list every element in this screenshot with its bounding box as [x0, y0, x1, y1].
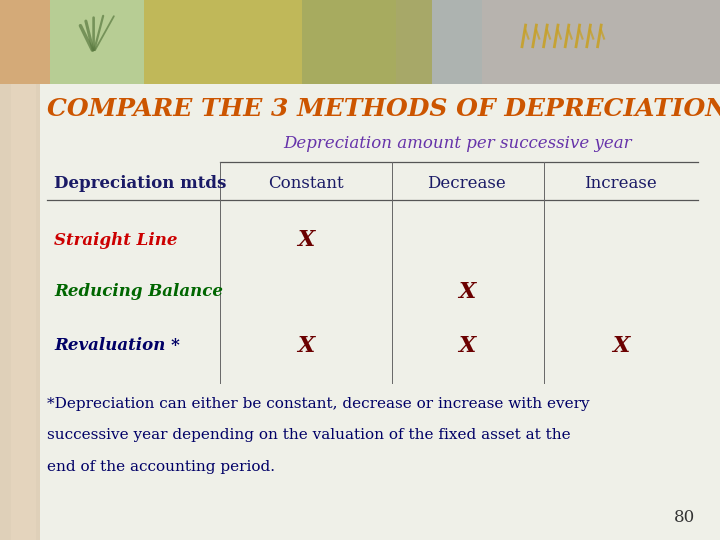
Text: Revaluation *: Revaluation *: [54, 337, 180, 354]
Text: 80: 80: [673, 510, 695, 526]
Bar: [432, 0, 720, 84]
Text: X: X: [612, 335, 629, 356]
Text: Depreciation mtds: Depreciation mtds: [54, 175, 226, 192]
Text: *Depreciation can either be constant, decrease or increase with every: *Depreciation can either be constant, de…: [47, 397, 590, 411]
Bar: [0, 0, 50, 84]
Text: Reducing Balance: Reducing Balance: [54, 283, 223, 300]
Text: successive year depending on the valuation of the fixed asset at the: successive year depending on the valuati…: [47, 428, 570, 442]
Text: Constant: Constant: [268, 175, 344, 192]
Text: end of the accounting period.: end of the accounting period.: [47, 460, 275, 474]
Bar: [302, 0, 482, 84]
Text: COMPARE THE 3 METHODS OF DEPRECIATION: COMPARE THE 3 METHODS OF DEPRECIATION: [47, 97, 720, 121]
Text: X: X: [297, 335, 315, 356]
Text: X: X: [458, 335, 475, 356]
Bar: [11, 84, 36, 540]
Bar: [144, 0, 396, 84]
Text: Depreciation amount per successive year: Depreciation amount per successive year: [283, 134, 631, 152]
Bar: [0, 0, 720, 84]
Bar: [50, 0, 302, 84]
Text: X: X: [297, 230, 315, 251]
Text: Straight Line: Straight Line: [54, 232, 178, 249]
Text: X: X: [458, 281, 475, 302]
Bar: [50, 0, 144, 84]
Bar: [40, 84, 720, 540]
Bar: [0, 84, 40, 540]
Text: Increase: Increase: [584, 175, 657, 192]
Text: Decrease: Decrease: [427, 175, 506, 192]
